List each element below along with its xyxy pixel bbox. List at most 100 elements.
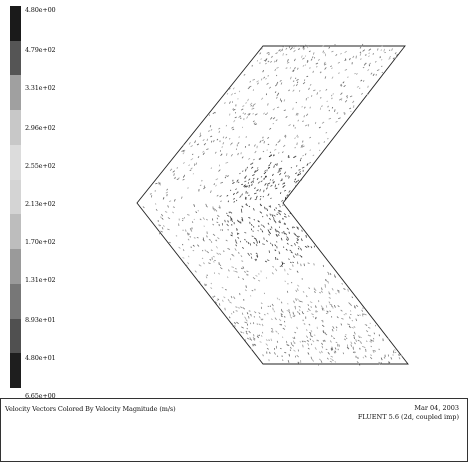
velocity-vector (284, 196, 287, 200)
velocity-vector (286, 227, 289, 230)
velocity-vector (361, 43, 364, 47)
velocity-vector (158, 182, 161, 185)
velocity-vector (300, 248, 303, 251)
velocity-vector (210, 129, 213, 131)
velocity-vector (294, 331, 297, 334)
velocity-vector (248, 186, 251, 188)
velocity-vector (236, 179, 239, 182)
velocity-vector (299, 340, 302, 343)
velocity-vector (309, 67, 311, 69)
velocity-vector (262, 136, 264, 139)
velocity-vector (259, 52, 262, 55)
colorbar-segment (10, 249, 21, 285)
velocity-vector (192, 173, 195, 175)
velocity-vector (189, 228, 192, 230)
velocity-vector (304, 44, 307, 47)
velocity-vector (379, 56, 381, 59)
velocity-vector (287, 344, 290, 347)
velocity-vector (359, 336, 362, 339)
velocity-vector (359, 314, 361, 316)
velocity-vector (259, 211, 263, 214)
velocity-vector (292, 80, 295, 82)
velocity-vector (189, 169, 192, 172)
velocity-vector (326, 310, 329, 313)
velocity-vector (293, 47, 295, 49)
velocity-vector (280, 167, 283, 170)
velocity-vector (309, 149, 312, 151)
velocity-vector (175, 235, 178, 237)
velocity-vector (297, 112, 299, 116)
velocity-vector (282, 45, 286, 48)
velocity-vector (292, 311, 295, 314)
velocity-vector (224, 219, 226, 223)
velocity-vector (294, 178, 297, 181)
velocity-vector (263, 189, 265, 193)
velocity-vector (254, 150, 257, 154)
velocity-vector (297, 179, 300, 182)
velocity-vector (331, 335, 333, 338)
velocity-vector (310, 343, 313, 346)
velocity-vector (230, 153, 233, 157)
velocity-vector (254, 170, 256, 174)
velocity-vector (270, 338, 273, 342)
velocity-vector (358, 335, 360, 339)
velocity-vector (380, 65, 383, 68)
velocity-vector (234, 248, 237, 251)
velocity-vector (283, 262, 285, 264)
velocity-vector (264, 313, 266, 316)
velocity-vector (330, 347, 334, 351)
velocity-vector (285, 248, 288, 251)
velocity-vector (329, 272, 332, 276)
velocity-vector (243, 184, 246, 187)
velocity-vector (271, 272, 274, 275)
colorbar-segment (10, 283, 21, 320)
velocity-vector (383, 356, 386, 359)
velocity-vector (373, 332, 375, 335)
velocity-vector (366, 93, 370, 96)
velocity-vector (351, 320, 354, 322)
velocity-vector (364, 355, 367, 358)
velocity-vector (260, 318, 263, 321)
velocity-vector (276, 96, 278, 99)
velocity-vector (210, 287, 213, 289)
velocity-vector (277, 92, 280, 96)
velocity-vector (289, 212, 292, 215)
velocity-vector (253, 103, 256, 106)
velocity-vector (238, 220, 241, 224)
velocity-vector (322, 50, 325, 53)
velocity-vector (316, 65, 318, 68)
velocity-vector (182, 257, 185, 259)
velocity-vector (283, 182, 286, 184)
velocity-vector (233, 198, 235, 200)
velocity-vector (321, 342, 323, 346)
graphics-window[interactable]: 4.80e+00 4.79e+02 3.31e+02 2.96e+02 2.55… (0, 0, 470, 400)
velocity-vector (267, 103, 269, 106)
velocity-vector (195, 162, 198, 166)
velocity-vector (373, 350, 377, 352)
velocity-vector (321, 105, 323, 107)
velocity-vector (262, 225, 265, 228)
colorbar-label: 2.13e+02 (25, 200, 56, 208)
velocity-vector (249, 337, 252, 339)
velocity-vector (296, 164, 298, 167)
velocity-vector (245, 330, 248, 333)
velocity-vector (266, 259, 270, 261)
velocity-vector (281, 160, 283, 162)
velocity-vector (257, 181, 260, 184)
velocity-vector (331, 76, 334, 79)
velocity-vector (340, 323, 343, 326)
colorbar-segment (10, 214, 21, 250)
velocity-vector (174, 177, 176, 179)
velocity-vector (364, 323, 368, 326)
velocity-vector (149, 193, 152, 195)
velocity-vector (270, 60, 273, 63)
velocity-vector (240, 331, 243, 333)
velocity-vector (172, 211, 174, 214)
velocity-vector (197, 210, 199, 212)
velocity-vector (364, 62, 367, 65)
velocity-vector (297, 173, 299, 177)
velocity-vector (289, 349, 292, 351)
velocity-vector (206, 251, 209, 254)
velocity-vector (303, 48, 306, 51)
velocity-vector (206, 138, 208, 142)
